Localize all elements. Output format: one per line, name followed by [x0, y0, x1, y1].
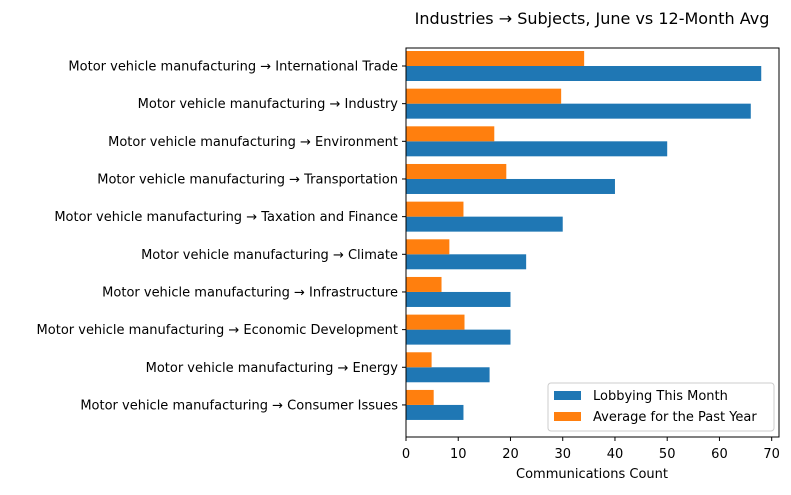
- bar-past-year: [406, 201, 464, 217]
- bar-past-year: [406, 126, 495, 142]
- bar-past-year: [406, 389, 434, 405]
- legend: Lobbying This Month Average for the Past…: [547, 382, 775, 432]
- bar-past-year: [406, 276, 442, 292]
- bar-this-month: [406, 254, 527, 270]
- y-tick-label: Motor vehicle manufacturing → Consumer I…: [80, 398, 398, 413]
- bar-this-month: [406, 66, 762, 81]
- bar-past-year: [406, 88, 562, 104]
- y-tick-label: Motor vehicle manufacturing → Infrastruc…: [102, 285, 398, 300]
- bar-past-year: [406, 314, 465, 330]
- bar-this-month: [406, 291, 511, 307]
- bar-past-year: [406, 352, 432, 368]
- legend-label-this-month: Lobbying This Month: [593, 389, 728, 404]
- axes-frame: [405, 47, 780, 438]
- bar-this-month: [406, 329, 511, 345]
- x-tick-label: 60: [711, 447, 728, 462]
- x-tick-label: 70: [763, 447, 780, 462]
- legend-swatch-past-year: [554, 412, 581, 421]
- x-tick-label: 10: [450, 447, 467, 462]
- bar-this-month: [406, 103, 751, 119]
- bar-this-month: [406, 216, 563, 232]
- y-tick-label: Motor vehicle manufacturing → Transporta…: [97, 172, 398, 187]
- y-tick-label: Motor vehicle manufacturing → Taxation a…: [54, 210, 398, 225]
- bar-this-month: [406, 178, 615, 194]
- y-tick-label: Motor vehicle manufacturing → Industry: [138, 97, 399, 112]
- y-tick-label: Motor vehicle manufacturing → Energy: [146, 361, 399, 376]
- legend-swatch-this-month: [554, 391, 581, 400]
- x-tick-label: 40: [607, 447, 624, 462]
- bar-this-month: [406, 367, 490, 383]
- y-tick-label: Motor vehicle manufacturing → Internatio…: [68, 60, 398, 75]
- x-tick-label: 30: [554, 447, 571, 462]
- x-tick-label: 0: [402, 447, 410, 462]
- y-tick-label: Motor vehicle manufacturing → Climate: [141, 248, 398, 263]
- y-tick-label: Motor vehicle manufacturing → Economic D…: [37, 323, 398, 338]
- x-tick-label: 20: [502, 447, 519, 462]
- legend-label-past-year: Average for the Past Year: [593, 410, 757, 425]
- bar-this-month: [406, 404, 464, 420]
- x-tick-label: 50: [659, 447, 676, 462]
- bar-past-year: [406, 163, 507, 179]
- y-tick-label: Motor vehicle manufacturing → Environmen…: [108, 135, 398, 150]
- bar-past-year: [406, 239, 450, 255]
- x-axis-label: Communications Count: [516, 467, 668, 482]
- bar-past-year: [406, 51, 585, 66]
- chart-title: Industries → Subjects, June vs 12-Month …: [415, 9, 770, 28]
- bar-this-month: [406, 141, 668, 157]
